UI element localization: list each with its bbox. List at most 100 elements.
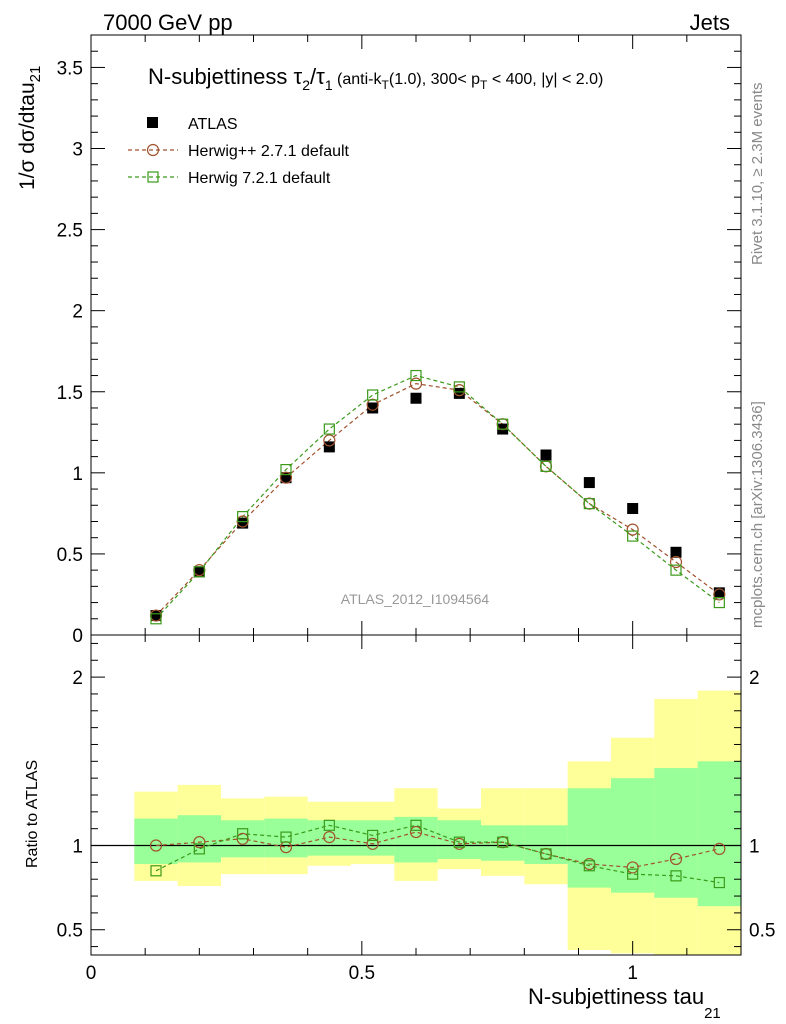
herwigpp-ratio-line xyxy=(155,831,720,869)
atlas-point xyxy=(453,387,465,399)
atlas-point xyxy=(540,449,552,461)
legend-herwigpp-marker xyxy=(146,143,160,157)
atlas-point xyxy=(323,441,335,453)
title-sub2: 1 xyxy=(325,77,333,93)
herwig7-point xyxy=(540,460,552,472)
legend-herwig7-label: Herwig 7.2.1 default xyxy=(188,170,331,187)
herwigpp-ratio-point xyxy=(669,852,683,866)
herwig7-ratio-point xyxy=(323,819,335,831)
plot-title: N-subjettiness τ2/τ1 (anti-kT(1.0), 300<… xyxy=(148,64,603,93)
herwigpp-line xyxy=(155,383,720,616)
main-ylabel: 1/σ dσ/dtau21 xyxy=(16,66,44,190)
main-y-tick-label: 0.5 xyxy=(57,545,83,566)
herwigpp-ratio-point xyxy=(626,861,639,874)
herwig7-ratio-point xyxy=(367,829,379,842)
herwig7-point xyxy=(453,381,465,393)
legend-herwig7-marker xyxy=(147,171,159,183)
title-sub1: 2 xyxy=(302,77,310,93)
inner-band-bin xyxy=(437,820,481,859)
herwig7-ratio-point xyxy=(627,868,639,880)
title-cuts-b: (1.0), 300< p xyxy=(389,71,480,88)
main-plot-series xyxy=(149,369,726,625)
herwig7-point xyxy=(193,566,205,578)
ratio-y-tick-label-left: 2 xyxy=(72,668,83,689)
analysis-watermark: ATLAS_2012_I1094564 xyxy=(341,591,490,607)
herwig7-point xyxy=(323,423,335,435)
rivet-version-text: Rivet 3.1.10, ≥ 2.3M events xyxy=(749,83,766,266)
main-ylabel-text: 1/σ dσ/dtau xyxy=(16,82,39,190)
x-tick-label: 1 xyxy=(627,963,638,984)
herwigpp-point xyxy=(626,523,639,536)
herwig7-ratio-point xyxy=(280,831,292,843)
ratio-ylabel: Ratio to ATLAS xyxy=(24,760,41,868)
inner-band-bin xyxy=(611,778,655,893)
header-right: Jets xyxy=(690,10,730,35)
title-main: N-subjettiness τ xyxy=(148,64,303,89)
ratio-plot-series xyxy=(149,819,726,889)
inner-band-bin xyxy=(697,761,741,907)
inner-band-bin xyxy=(567,788,611,888)
herwig7-ratio-point xyxy=(670,870,682,882)
title-cuts-sub-t: T xyxy=(382,78,390,92)
herwig7-line xyxy=(155,374,720,620)
legend: ATLAS Herwig++ 2.7.1 default Herwig 7.2.… xyxy=(128,116,350,187)
atlas-point xyxy=(237,517,249,529)
atlas-point xyxy=(627,503,639,515)
ratio-y-tick-label-right: 0.5 xyxy=(749,921,775,942)
inner-band-bin xyxy=(264,818,308,858)
herwig7-point xyxy=(410,369,422,382)
title-cuts-a: (anti-k xyxy=(333,71,383,88)
inner-band-bin xyxy=(134,818,178,865)
main-y-tick-label: 1 xyxy=(72,464,83,485)
legend-atlas-marker xyxy=(147,117,158,128)
atlas-point xyxy=(713,587,725,599)
herwig7-point xyxy=(670,564,682,576)
main-y-tick-label: 2.5 xyxy=(57,221,83,242)
herwig7-ratio-line xyxy=(155,824,720,884)
title-slash: /τ xyxy=(310,64,325,89)
header-left: 7000 GeV pp xyxy=(103,10,233,35)
herwigpp-point xyxy=(366,398,379,411)
herwigpp-ratio-point xyxy=(366,837,379,850)
herwigpp-point xyxy=(713,588,726,601)
title-cuts-c: < 400, |y| < 2.0) xyxy=(487,71,603,88)
herwigpp-ratio-point xyxy=(149,839,163,852)
herwigpp-point xyxy=(323,434,336,447)
atlas-point xyxy=(280,472,292,484)
atlas-point xyxy=(150,610,162,622)
x-axis-label: N-subjettiness tau21 xyxy=(528,984,721,1022)
herwig7-point xyxy=(367,389,379,401)
ratio-uncertainty-bands xyxy=(134,690,741,955)
ratio-y-tick-label-left: 1 xyxy=(72,837,83,858)
inner-band-bin xyxy=(394,816,438,863)
herwig7-ratio-point xyxy=(583,860,595,872)
x-tick-label: 0 xyxy=(86,963,97,984)
herwig7-point xyxy=(280,463,292,476)
herwig7-ratio-point xyxy=(193,843,205,855)
herwig7-point xyxy=(583,498,595,510)
inner-band-bin xyxy=(307,820,351,856)
main-y-tick-label: 1.5 xyxy=(57,383,83,404)
main-y-tick-label: 0 xyxy=(72,626,83,647)
main-ylabel-sub: 21 xyxy=(27,66,44,83)
ratio-y-tick-label-left: 0.5 xyxy=(57,921,83,942)
herwig7-ratio-point xyxy=(540,848,552,860)
herwig7-ratio-point xyxy=(150,865,162,877)
herwig7-point xyxy=(627,530,639,542)
x-axis-label-text: N-subjettiness tau xyxy=(528,984,704,1009)
herwig7-ratio-point xyxy=(713,876,725,889)
atlas-point xyxy=(367,402,379,414)
herwig7-ratio-point xyxy=(497,836,509,848)
herwigpp-point xyxy=(409,377,423,390)
herwig7-point xyxy=(497,418,509,430)
herwigpp-ratio-point xyxy=(193,836,206,849)
herwig7-ratio-point xyxy=(453,836,465,848)
atlas-point xyxy=(410,392,422,404)
legend-herwigpp-label: Herwig++ 2.7.1 default xyxy=(188,143,350,160)
herwig7-point xyxy=(713,596,725,609)
herwig7-ratio-point xyxy=(237,828,249,840)
herwig7-ratio-point xyxy=(410,819,422,831)
atlas-point xyxy=(193,566,205,578)
herwigpp-ratio-point xyxy=(323,831,336,844)
